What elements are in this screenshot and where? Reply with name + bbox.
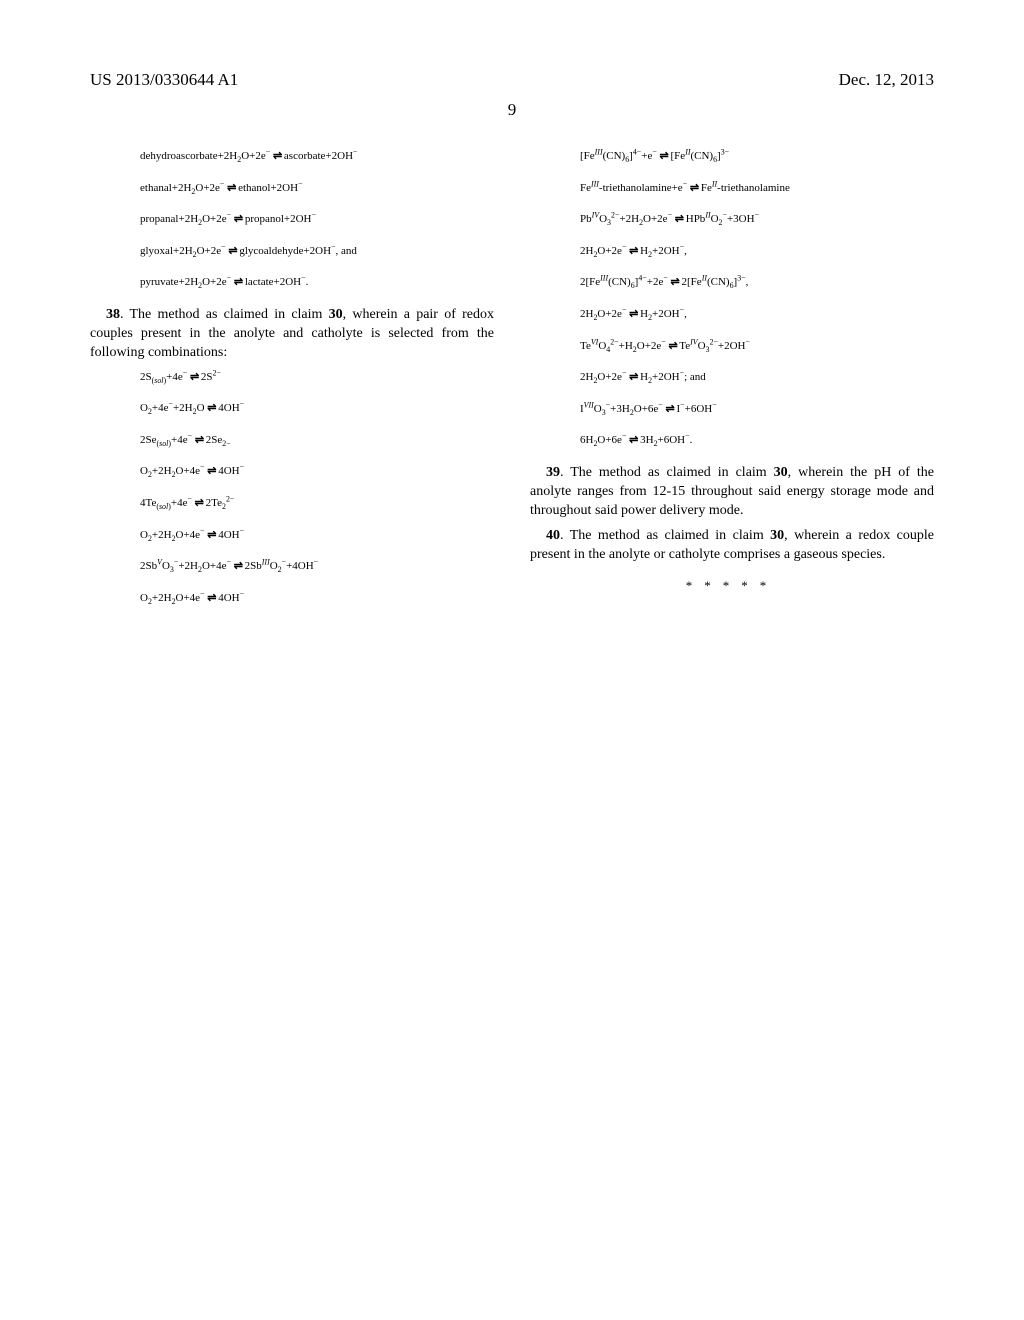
publication-date: Dec. 12, 2013	[839, 70, 934, 90]
equation: PbIVO32−+2H2O+2e− ⇌ HPbIIO2−+3OH−	[580, 211, 934, 229]
equation: TeVIO42−+H2O+2e− ⇌ TeIVO32−+2OH−	[580, 338, 934, 356]
equation: 2[FeIII(CN)6]4−+2e− ⇌ 2[FeII(CN)6]3−,	[580, 274, 934, 292]
claim-paragraph: 38. The method as claimed in claim 30, w…	[90, 306, 494, 363]
equation: 6H2O+6e− ⇌ 3H2+6OH−.	[580, 432, 934, 450]
equation: O2+2H2O+4e− ⇌ 4OH−	[140, 527, 494, 545]
equation: O2+4e−+2H2O ⇌ 4OH−	[140, 400, 494, 418]
equation: propanal+2H2O+2e− ⇌ propanol+2OH−	[140, 211, 494, 229]
equation: O2+2H2O+4e− ⇌ 4OH−	[140, 463, 494, 481]
right-column: [FeIII(CN)6]4−+e− ⇌ [FeII(CN)6]3− FeIII-…	[530, 148, 934, 621]
equation: O2+2H2O+4e− ⇌ 4OH−	[140, 590, 494, 608]
equation: 2SbVO3−+2H2O+4e− ⇌ 2SbIIIO2−+4OH−	[140, 558, 494, 576]
claim-paragraph: 40. The method as claimed in claim 30, w…	[530, 527, 934, 565]
equation: FeIII-triethanolamine+e− ⇌ FeII-triethan…	[580, 180, 934, 198]
equation: 2H2O+2e− ⇌ H2+2OH−,	[580, 306, 934, 324]
two-column-layout: dehydroascorbate+2H2O+2e− ⇌ ascorbate+2O…	[90, 148, 934, 621]
claim-paragraph: 39. The method as claimed in claim 30, w…	[530, 464, 934, 521]
equation: pyruvate+2H2O+2e− ⇌ lactate+2OH−.	[140, 274, 494, 292]
page-number: 9	[90, 100, 934, 120]
equation: [FeIII(CN)6]4−+e− ⇌ [FeII(CN)6]3−	[580, 148, 934, 166]
end-of-claims-marker: *****	[530, 578, 934, 594]
equation: 2H2O+2e− ⇌ H2+2OH−,	[580, 243, 934, 261]
equation: 4Te(sol)+4e− ⇌ 2Te22−	[140, 495, 494, 513]
equation: 2H2O+2e− ⇌ H2+2OH−; and	[580, 369, 934, 387]
equation: IVIIO3−+3H2O+6e− ⇌ I−+6OH−	[580, 401, 934, 419]
left-column: dehydroascorbate+2H2O+2e− ⇌ ascorbate+2O…	[90, 148, 494, 621]
equation: dehydroascorbate+2H2O+2e− ⇌ ascorbate+2O…	[140, 148, 494, 166]
equation: ethanal+2H2O+2e− ⇌ ethanol+2OH−	[140, 180, 494, 198]
equation: 2Se(sol)+4e− ⇌ 2Se2−	[140, 432, 494, 450]
page-header: US 2013/0330644 A1 Dec. 12, 2013	[90, 70, 934, 90]
equation: glyoxal+2H2O+2e− ⇌ glycoaldehyde+2OH−, a…	[140, 243, 494, 261]
equation: 2S(sol)+4e− ⇌ 2S2−	[140, 369, 494, 387]
publication-number: US 2013/0330644 A1	[90, 70, 238, 90]
